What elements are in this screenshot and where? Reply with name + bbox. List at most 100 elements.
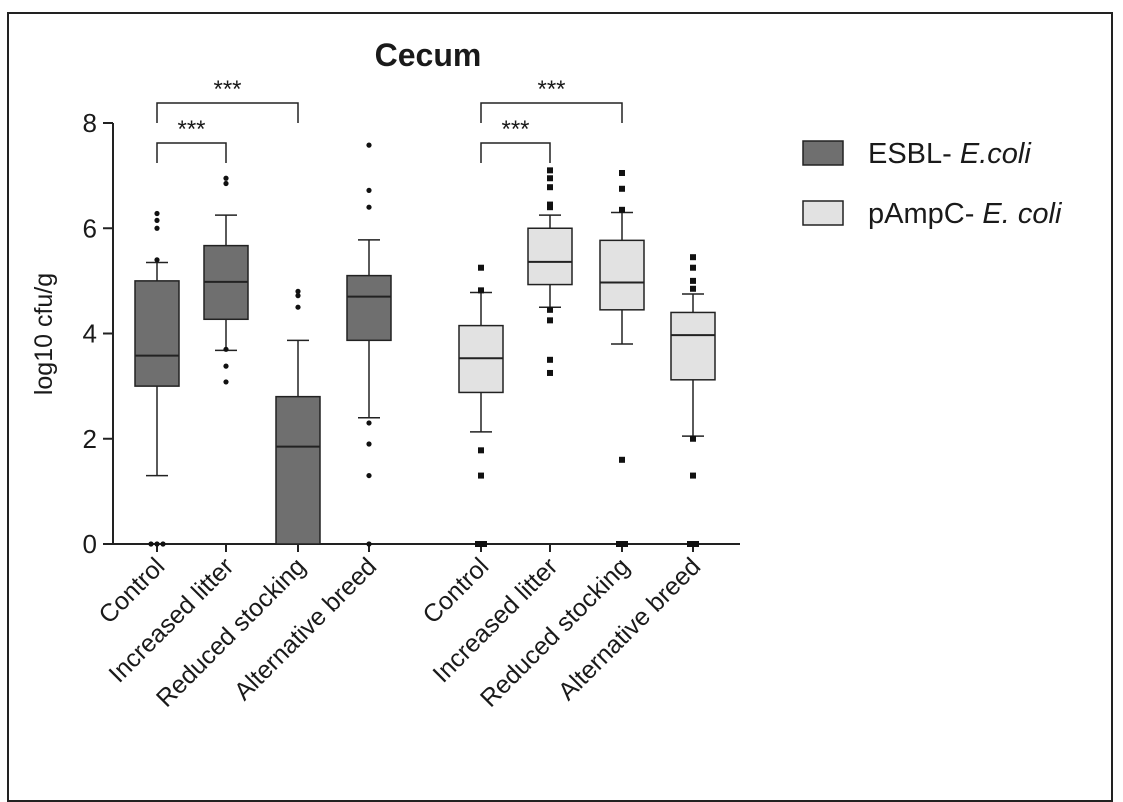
box-iqr [275,395,321,545]
outlier-point [622,541,628,547]
outlier-point [619,169,625,176]
outlier-point [223,175,229,181]
box-iqr [670,311,716,381]
outlier-point [547,356,553,363]
significance-bracket: *** [156,116,227,163]
outlier-point [619,185,625,192]
legend-swatch [802,140,844,166]
outlier-point [478,447,484,454]
y-tick-label: 0 [83,529,97,559]
legend-label-italic: E. coli [982,198,1063,230]
significance-annotations: *** *** *** *** [156,76,623,163]
outlier-point [154,541,160,547]
outlier-point [547,369,553,376]
legend: ESBL- E.coli pAmpC- E. coli [802,138,1063,230]
outlier-point [619,206,625,213]
outlier-point [366,204,372,210]
outlier-point [154,225,160,231]
outlier-point [366,541,372,547]
significance-bracket: *** [480,116,551,163]
outlier-point [690,254,696,261]
box-group [599,169,645,547]
legend-label-prefix: pAmpC- [868,198,982,230]
box-group [670,254,716,547]
box-group [134,210,180,547]
legend-label: ESBL- E.coli [868,138,1032,170]
outlier-point [223,346,229,352]
box-group [203,175,249,385]
outlier-point [690,435,696,442]
outlier-point [366,142,372,148]
outlier-point [154,217,160,223]
boxes-layer [134,142,716,547]
chart-title: Cecum [375,37,482,73]
outlier-point [223,180,229,187]
outlier-point [693,541,699,547]
outlier-point [547,306,553,313]
outlier-point [148,541,154,547]
significance-label: *** [177,116,205,143]
outlier-point [223,363,229,369]
significance-label: *** [537,76,565,103]
outlier-point [619,456,625,463]
bracket-line [156,142,227,163]
outlier-point [481,541,487,547]
outlier-point [547,175,553,182]
outlier-point [475,541,481,547]
outlier-point [690,277,696,284]
outlier-point [223,379,229,385]
legend-label-prefix: ESBL- [868,138,960,170]
outlier-point [690,264,696,271]
bracket-line [156,102,299,124]
box-iqr [527,227,573,286]
outlier-point [690,472,696,479]
outlier-point [366,472,372,479]
outlier-point [295,304,301,310]
x-tick-label: Increased litter [428,552,564,688]
box-iqr [599,239,645,311]
legend-label: pAmpC- E. coli [868,198,1063,230]
outlier-point [547,317,553,324]
outlier-point [366,441,372,447]
outlier-point [687,541,693,547]
outlier-point [690,285,696,292]
significance-bracket: *** [480,76,623,124]
legend-swatch [802,200,844,226]
outlier-point [547,201,553,208]
y-tick-label: 6 [83,213,97,243]
box-plot-chart: Cecum log10 cfu/g 02468ControlIncreased … [30,37,1063,713]
y-tick-label: 4 [83,319,97,349]
outlier-point [366,187,372,193]
box-group [458,264,504,547]
box-iqr [134,280,180,387]
legend-item: pAmpC- E. coli [802,198,1063,230]
outlier-point [154,257,160,263]
outlier-point [154,210,160,217]
y-axis-label: log10 cfu/g [30,273,58,395]
y-tick-label: 8 [83,108,97,138]
outlier-point [478,264,484,271]
x-tick-label: Increased litter [104,552,240,688]
legend-label-italic: E.coli [960,138,1032,170]
significance-bracket: *** [156,76,299,124]
legend-item: ESBL- E.coli [802,138,1032,170]
outlier-point [478,287,484,294]
bracket-line [480,142,551,163]
outlier-point [295,288,301,294]
box-iqr [346,274,392,342]
outlier-point [160,541,166,547]
outlier-point [295,293,301,299]
box-group [527,167,573,376]
bracket-line [480,102,623,124]
outlier-point [366,420,372,426]
box-group [275,288,321,545]
outlier-point [547,184,553,191]
y-tick-label: 2 [83,424,97,454]
significance-label: *** [213,76,241,103]
significance-label: *** [501,116,529,143]
outlier-point [478,472,484,479]
box-group [346,142,392,547]
outlier-point [547,167,553,174]
outlier-point [616,541,622,547]
